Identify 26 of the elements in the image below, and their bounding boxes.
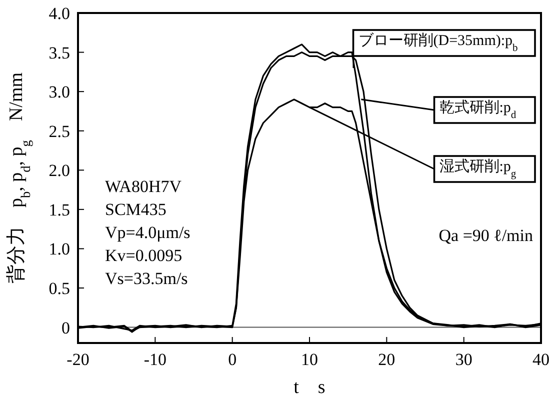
y-tick-label: 2.5 xyxy=(48,122,70,141)
y-tick-label: 2.0 xyxy=(48,161,70,180)
x-axis-title: t s xyxy=(294,377,326,398)
x-tick-label: -10 xyxy=(144,350,167,369)
annotation: Vp=4.0μm/s xyxy=(105,223,190,242)
annotation: 湿式研削:p$_{g}$ xyxy=(439,158,517,180)
x-tick-label: 20 xyxy=(378,350,396,369)
annotation: 乾式研削:p$_{d}$ xyxy=(439,99,517,120)
annotation: Kv=0.0095 xyxy=(105,246,182,265)
x-tick-label: 10 xyxy=(301,350,318,369)
x-tick-label: 40 xyxy=(532,350,549,369)
annotation: WA80H7V xyxy=(105,177,182,196)
annotation: Vs=33.5m/s xyxy=(105,269,188,288)
y-tick-label: 0 xyxy=(62,318,70,338)
y-tick-label: 1.0 xyxy=(48,240,70,259)
y-tick-label: 1.5 xyxy=(48,200,70,220)
y-tick-label: 4.0 xyxy=(48,4,70,23)
x-tick-label: 0 xyxy=(228,350,237,369)
y-tick-label: 3.5 xyxy=(48,43,70,62)
x-tick-label: 30 xyxy=(455,350,472,369)
annotation: SCM435 xyxy=(105,200,166,219)
annotation: Qa =90 ℓ/min xyxy=(438,226,534,245)
x-tick-label: -20 xyxy=(66,350,90,369)
annotation: ブロー研削(D=35mm):p$_{b}$ xyxy=(358,32,518,54)
y-tick-label: 3.0 xyxy=(48,82,70,102)
y-tick-label: 0.5 xyxy=(48,279,70,298)
